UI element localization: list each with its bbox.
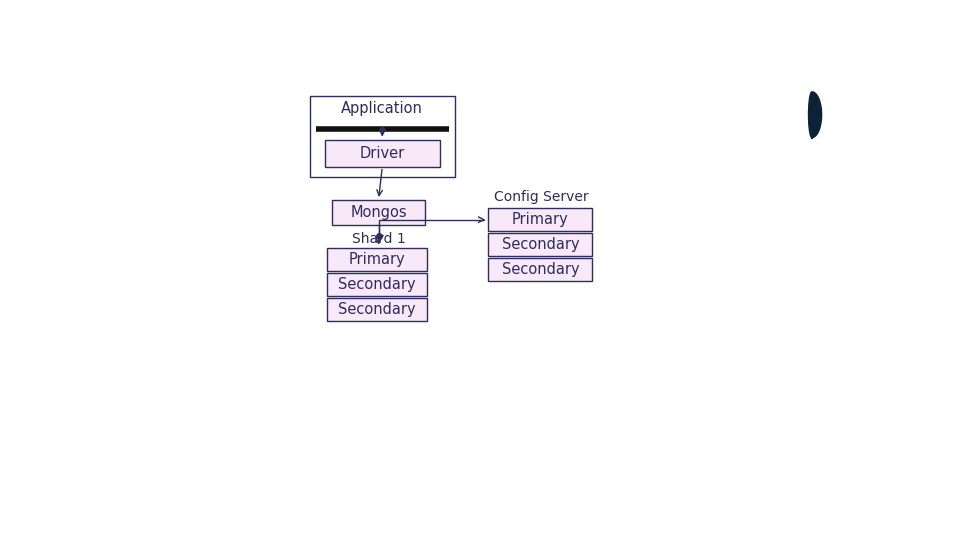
Text: Secondary: Secondary bbox=[501, 262, 579, 277]
FancyBboxPatch shape bbox=[326, 298, 427, 321]
FancyBboxPatch shape bbox=[326, 248, 427, 271]
FancyBboxPatch shape bbox=[310, 96, 455, 177]
FancyBboxPatch shape bbox=[489, 208, 592, 231]
FancyBboxPatch shape bbox=[489, 233, 592, 256]
FancyBboxPatch shape bbox=[324, 140, 440, 167]
Text: Secondary: Secondary bbox=[501, 237, 579, 252]
Text: Driver: Driver bbox=[360, 146, 405, 161]
Text: Secondary: Secondary bbox=[338, 276, 416, 292]
Text: Secondary: Secondary bbox=[338, 301, 416, 316]
FancyBboxPatch shape bbox=[332, 200, 425, 225]
Polygon shape bbox=[808, 92, 822, 138]
Text: Config Server: Config Server bbox=[493, 190, 588, 204]
Text: Application: Application bbox=[342, 101, 423, 116]
Text: Primary: Primary bbox=[512, 212, 568, 227]
Text: Shard 1: Shard 1 bbox=[352, 232, 406, 246]
FancyBboxPatch shape bbox=[326, 273, 427, 295]
Text: Mongos: Mongos bbox=[350, 205, 407, 220]
Text: Primary: Primary bbox=[348, 252, 405, 267]
FancyBboxPatch shape bbox=[489, 258, 592, 281]
